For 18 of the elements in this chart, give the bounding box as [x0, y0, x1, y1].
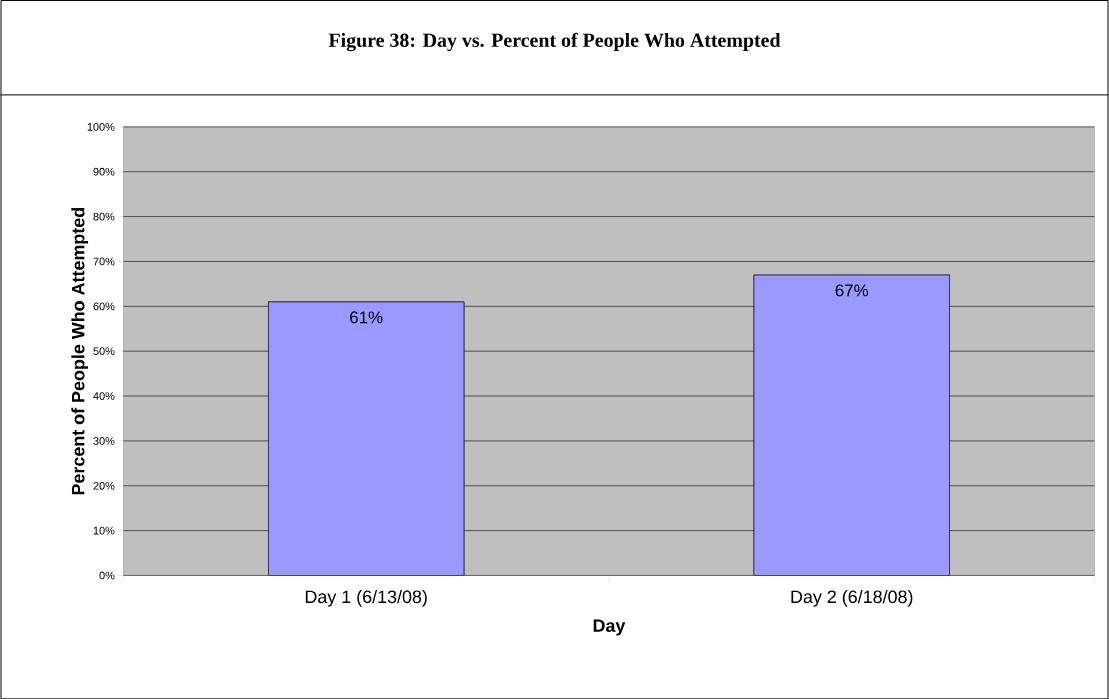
- y-tick-label: 90%: [93, 167, 115, 176]
- y-tick-label: 60%: [93, 302, 115, 311]
- y-tick-label: 10%: [93, 526, 115, 535]
- y-tick-label: 100%: [87, 122, 115, 131]
- y-tick-label: 80%: [93, 212, 115, 221]
- y-tick-label: 0%: [99, 571, 115, 580]
- x-tick-label: Day 1 (6/13/08): [305, 589, 427, 607]
- y-tick-label: 20%: [93, 481, 115, 490]
- y-tick-label: 40%: [93, 391, 115, 400]
- x-axis-title: Day: [593, 619, 626, 636]
- data-label: 61%: [350, 311, 383, 324]
- y-tick-label: 70%: [93, 257, 115, 266]
- x-tick-label: Day 2 (6/18/08): [791, 589, 913, 607]
- y-tick-label: 30%: [93, 436, 115, 445]
- data-label: 67%: [835, 284, 869, 297]
- y-tick-label: 50%: [93, 347, 115, 355]
- y-axis-title: Percent of People Who Attempted: [71, 207, 89, 495]
- chart-title: Figure 38: Day vs. Percent of People Who Attempted: [328, 32, 781, 51]
